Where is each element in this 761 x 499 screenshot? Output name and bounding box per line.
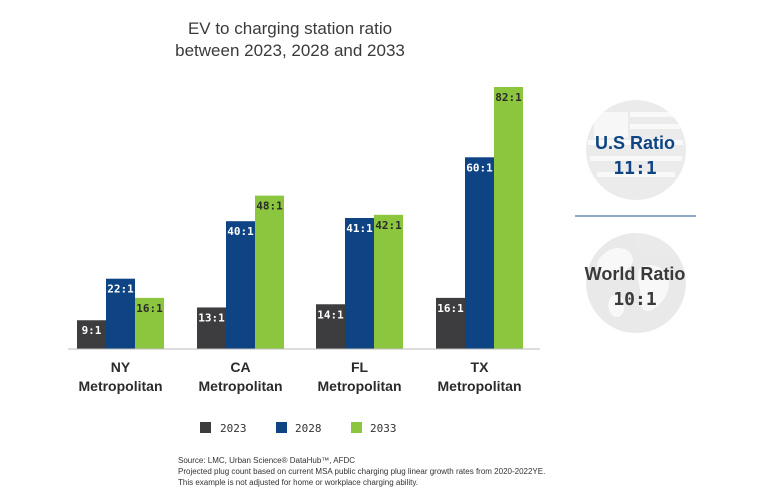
us-ratio-value: 11:1 [613, 158, 656, 179]
bar-2023-fl [316, 304, 345, 349]
legend-item-2028: 2028 [276, 422, 322, 435]
footnote-disclaimer: This example is not adjusted for home or… [178, 478, 418, 487]
footnote-projection: Projected plug count based on current MS… [178, 467, 545, 476]
us-ratio-title: U.S Ratio [595, 133, 675, 153]
category-sublabel-tx: Metropolitan [438, 378, 522, 394]
world-globe-icon [586, 233, 686, 333]
bar-label-2033-tx: 82:1 [495, 91, 522, 104]
bar-2028-fl [345, 218, 374, 349]
chart-title-line-2: between 2023, 2028 and 2033 [175, 41, 405, 60]
footnote-source: Source: LMC, Urban Science® DataHub™, AF… [178, 456, 355, 465]
bar-label-2033-fl: 42:1 [375, 219, 402, 232]
category-sublabel-ca: Metropolitan [199, 378, 283, 394]
bar-label-2023-ca: 13:1 [198, 311, 225, 324]
legend-item-2033: 2033 [351, 422, 397, 435]
bar-2028-ca [226, 221, 255, 349]
us-flag-globe-icon [586, 100, 686, 200]
bar-2023-ny [77, 320, 106, 349]
bars-group: 9:122:116:113:140:148:114:141:1 42:116:16… [77, 87, 523, 349]
bar-label-2033-ca: 48:1 [256, 200, 283, 213]
bar-label-2028-fl: 41:1 [346, 222, 373, 235]
footnotes: Source: LMC, Urban Science® DataHub™, AF… [178, 456, 545, 487]
bar-2033-ca [255, 195, 284, 349]
bar-label-2028-ca: 40:1 [227, 225, 254, 238]
category-label-ny: NY [111, 359, 131, 375]
legend-swatch-2033 [351, 422, 362, 433]
bar-label-2023-ny: 9:1 [82, 324, 102, 337]
bar-2028-ny [106, 278, 135, 349]
world-ratio-title: World Ratio [585, 264, 686, 284]
category-sublabel-ny: Metropolitan [79, 378, 163, 394]
bar-2033-tx [494, 87, 523, 349]
bar-label-2028-tx: 60:1 [466, 161, 493, 174]
world-ratio-value: 10:1 [613, 289, 656, 310]
category-labels: NY Metropolitan CA Metropolitan FL Metropolit… [79, 359, 522, 394]
bar-label-2023-fl: 14:1 [317, 308, 344, 321]
legend: 2023 2028 2033 [200, 422, 397, 435]
bar-2023-ca [197, 307, 226, 349]
legend-item-2023: 2023 [200, 422, 247, 435]
world-ratio-panel: World Ratio 10:1 [585, 233, 686, 333]
bar-2028-tx [465, 157, 494, 349]
category-label-tx: TX [471, 359, 490, 375]
us-ratio-panel: U.S Ratio 11:1 [586, 100, 686, 200]
bar-2023-tx [436, 297, 465, 349]
bar-2033-fl [374, 214, 403, 349]
category-sublabel-fl: Metropolitan [318, 378, 402, 394]
bar-label-2028-ny: 22:1 [107, 283, 134, 296]
category-label-ca: CA [230, 359, 250, 375]
bar-label-2033-ny: 16:1 [136, 302, 163, 315]
legend-label-2033: 2033 [370, 422, 397, 435]
legend-label-2023: 2023 [220, 422, 247, 435]
chart-title-line-1: EV to charging station ratio [188, 19, 392, 38]
legend-swatch-2028 [276, 422, 287, 433]
category-label-fl: FL [351, 359, 369, 375]
legend-swatch-2023 [200, 422, 211, 433]
bar-2033-ny [135, 297, 164, 349]
legend-label-2028: 2028 [295, 422, 322, 435]
bar-label-2023-tx: 16:1 [437, 302, 464, 315]
